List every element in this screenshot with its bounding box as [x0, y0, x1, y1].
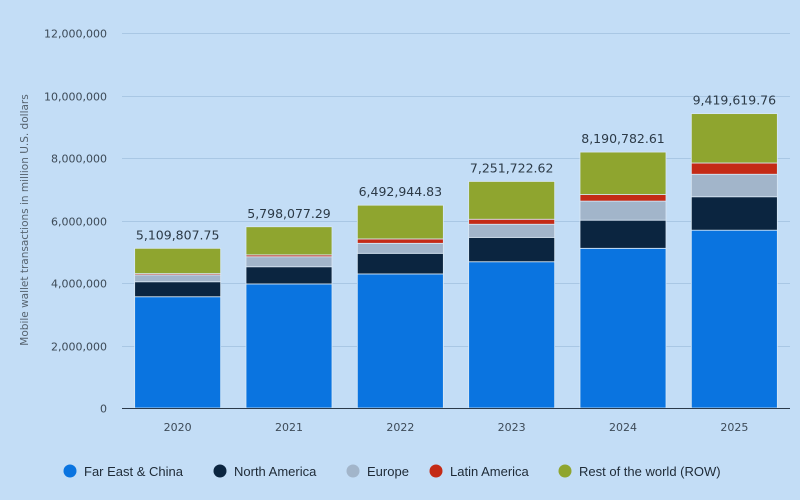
legend-marker	[346, 464, 360, 478]
total-label-2025: 9,419,619.76	[693, 93, 777, 108]
bar-segment-far-east-china-2022	[356, 273, 444, 409]
bar-segment-latin-america-2024	[579, 194, 667, 202]
total-labels: 5,109,807.75 5,798,077.29 6,492,944.83 7,25…	[136, 93, 776, 243]
bar-segment-latin-america-2025	[690, 162, 778, 175]
total-label-2024: 8,190,782.61	[581, 131, 665, 146]
bar-segment-rest-of-the-world-row-2025	[690, 113, 778, 164]
x-tick-label: 2024	[609, 421, 637, 434]
bar-segment-far-east-china-2020	[134, 296, 222, 409]
x-tick-label: 2025	[720, 421, 748, 434]
bar-segment-europe-2023	[468, 223, 556, 238]
bar-segment-north-america-2021	[245, 266, 333, 285]
legend-item[interactable]: Europe	[346, 464, 409, 479]
legend-label: Europe	[367, 464, 409, 479]
legend-label: Latin America	[450, 464, 530, 479]
legend-marker	[213, 464, 227, 478]
bar-segment-north-america-2023	[468, 236, 556, 263]
bar-segment-far-east-china-2023	[468, 261, 556, 409]
bar-segment-far-east-china-2021	[245, 283, 333, 409]
y-tick-label: 0	[100, 403, 107, 416]
bar-segment-rest-of-the-world-row-2020	[134, 247, 222, 275]
gridlines	[122, 33, 790, 347]
bar-segment-north-america-2022	[356, 252, 444, 275]
bar-segment-rest-of-the-world-row-2022	[356, 204, 444, 240]
y-tick-label: 10,000,000	[44, 91, 107, 104]
legend-marker	[63, 464, 77, 478]
bar-segment-europe-2024	[579, 200, 667, 221]
legend-label: Rest of the world (ROW)	[579, 464, 721, 479]
bar-segment-latin-america-2022	[356, 238, 444, 244]
total-label-2023: 7,251,722.62	[470, 160, 554, 175]
legend-marker	[429, 464, 443, 478]
bar-segment-rest-of-the-world-row-2023	[468, 181, 556, 220]
x-tick-label: 2021	[275, 421, 303, 434]
bar-segment-europe-2020	[134, 274, 222, 283]
legend-item[interactable]: Rest of the world (ROW)	[558, 464, 721, 479]
total-label-2021: 5,798,077.29	[247, 206, 331, 221]
x-tick-label: 2020	[164, 421, 192, 434]
bar-segment-europe-2025	[690, 173, 778, 198]
legend-item[interactable]: North America	[213, 464, 318, 479]
legend-label: Far East & China	[84, 464, 184, 479]
total-label-2020: 5,109,807.75	[136, 227, 220, 242]
y-axis-ticks: 0 2,000,000 4,000,000 6,000,000 8,000,000 10,…	[44, 28, 107, 416]
y-tick-label: 4,000,000	[51, 278, 107, 291]
bar-segment-far-east-china-2024	[579, 247, 667, 409]
legend-item[interactable]: Latin America	[429, 464, 530, 479]
legend: Far East & China North America Europe Latin…	[63, 464, 721, 479]
legend-item[interactable]: Far East & China	[63, 464, 184, 479]
bar-segment-north-america-2020	[134, 281, 222, 298]
bar-segment-rest-of-the-world-row-2021	[245, 226, 333, 256]
y-tick-label: 8,000,000	[51, 153, 107, 166]
total-label-2022: 6,492,944.83	[359, 184, 443, 199]
x-axis-ticks: 2020 2021 2022 2023 2024 2025	[164, 421, 749, 434]
y-axis-label: Mobile wallet transactions in million U.…	[19, 94, 31, 345]
bar-segment-europe-2021	[245, 256, 333, 268]
y-tick-label: 2,000,000	[51, 341, 107, 354]
x-tick-label: 2023	[498, 421, 526, 434]
bars	[134, 113, 778, 409]
legend-label: North America	[234, 464, 317, 479]
y-tick-label: 12,000,000	[44, 28, 107, 41]
y-tick-label: 6,000,000	[51, 216, 107, 229]
bar-segment-north-america-2024	[579, 219, 667, 249]
legend-marker	[558, 464, 572, 478]
bar-segment-latin-america-2023	[468, 218, 556, 225]
bar-segment-rest-of-the-world-row-2024	[579, 151, 667, 195]
x-tick-label: 2022	[386, 421, 414, 434]
bar-segment-north-america-2025	[690, 196, 778, 231]
bar-segment-far-east-china-2025	[690, 229, 778, 409]
bar-segment-europe-2022	[356, 242, 444, 254]
